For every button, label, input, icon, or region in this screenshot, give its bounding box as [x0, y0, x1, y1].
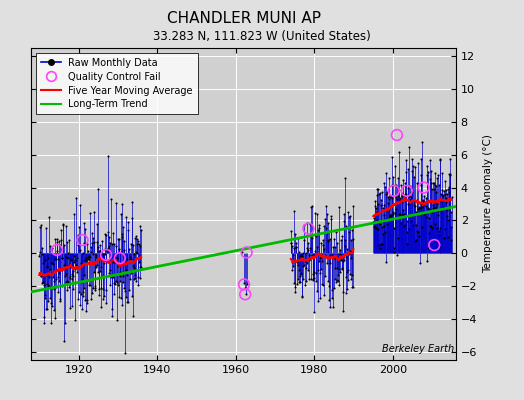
Point [241, 291, 249, 298]
Title: CHANDLER MUNI AP: CHANDLER MUNI AP [167, 11, 321, 26]
Point [390, 188, 398, 194]
Point [102, 252, 111, 258]
Point [304, 226, 313, 232]
Point [53, 247, 61, 253]
Point [243, 249, 251, 256]
Text: Berkeley Earth: Berkeley Earth [381, 344, 454, 354]
Point [240, 281, 248, 288]
Point [116, 255, 124, 261]
Text: 33.283 N, 111.823 W (United States): 33.283 N, 111.823 W (United States) [153, 30, 371, 43]
Point [402, 188, 411, 194]
Point [420, 184, 428, 191]
Point [430, 242, 439, 248]
Point [393, 132, 401, 138]
Point [79, 237, 87, 243]
Y-axis label: Temperature Anomaly (°C): Temperature Anomaly (°C) [483, 134, 493, 274]
Legend: Raw Monthly Data, Quality Control Fail, Five Year Moving Average, Long-Term Tren: Raw Monthly Data, Quality Control Fail, … [36, 53, 198, 114]
